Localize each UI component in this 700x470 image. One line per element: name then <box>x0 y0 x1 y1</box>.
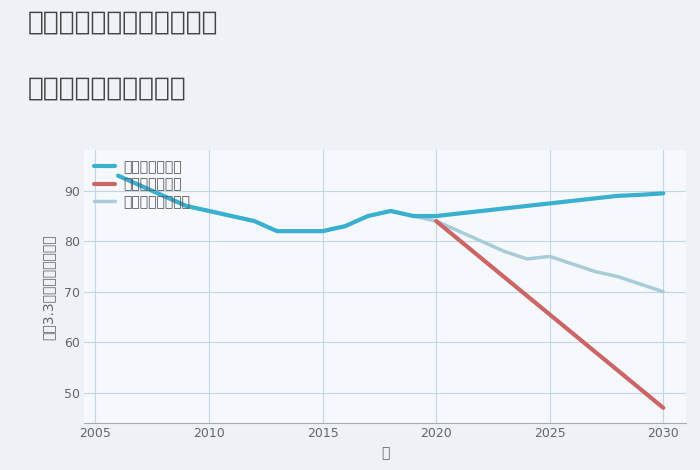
グッドシナリオ <box>250 218 258 224</box>
Line: バッドシナリオ: バッドシナリオ <box>436 221 664 408</box>
グッドシナリオ <box>160 193 168 199</box>
ノーマルシナリオ <box>204 208 213 214</box>
ノーマルシナリオ <box>477 238 486 244</box>
グッドシナリオ <box>523 203 531 209</box>
Y-axis label: 坪（3.3㎡）単価（万円）: 坪（3.3㎡）単価（万円） <box>41 234 55 339</box>
ノーマルシナリオ <box>568 261 577 267</box>
ノーマルシナリオ <box>432 218 440 224</box>
X-axis label: 年: 年 <box>381 446 389 460</box>
グッドシナリオ <box>410 213 418 219</box>
グッドシナリオ <box>477 208 486 214</box>
バッドシナリオ <box>432 218 440 224</box>
Legend: グッドシナリオ, バッドシナリオ, ノーマルシナリオ: グッドシナリオ, バッドシナリオ, ノーマルシナリオ <box>91 157 192 212</box>
ノーマルシナリオ <box>295 228 304 234</box>
グッドシナリオ <box>364 213 372 219</box>
グッドシナリオ <box>659 190 668 196</box>
ノーマルシナリオ <box>160 193 168 199</box>
ノーマルシナリオ <box>318 228 327 234</box>
グッドシナリオ <box>636 192 645 198</box>
グッドシナリオ <box>614 193 622 199</box>
ノーマルシナリオ <box>523 256 531 262</box>
Line: グッドシナリオ: グッドシナリオ <box>118 176 664 231</box>
ノーマルシナリオ <box>636 282 645 287</box>
グッドシナリオ <box>136 183 145 188</box>
ノーマルシナリオ <box>228 213 236 219</box>
グッドシナリオ <box>454 211 463 216</box>
グッドシナリオ <box>318 228 327 234</box>
ノーマルシナリオ <box>386 208 395 214</box>
グッドシナリオ <box>386 208 395 214</box>
グッドシナリオ <box>341 223 349 229</box>
ノーマルシナリオ <box>500 249 508 254</box>
グッドシナリオ <box>114 173 122 179</box>
ノーマルシナリオ <box>114 173 122 179</box>
ノーマルシナリオ <box>136 183 145 188</box>
グッドシナリオ <box>545 201 554 206</box>
ノーマルシナリオ <box>182 203 190 209</box>
ノーマルシナリオ <box>250 218 258 224</box>
Text: 中古戸建ての価格推移: 中古戸建ての価格推移 <box>28 75 187 101</box>
グッドシナリオ <box>182 203 190 209</box>
Line: ノーマルシナリオ: ノーマルシナリオ <box>118 176 664 292</box>
グッドシナリオ <box>432 213 440 219</box>
ノーマルシナリオ <box>364 213 372 219</box>
バッドシナリオ <box>659 405 668 411</box>
ノーマルシナリオ <box>410 213 418 219</box>
ノーマルシナリオ <box>341 223 349 229</box>
ノーマルシナリオ <box>591 269 599 274</box>
ノーマルシナリオ <box>659 289 668 295</box>
グッドシナリオ <box>591 196 599 201</box>
グッドシナリオ <box>204 208 213 214</box>
ノーマルシナリオ <box>454 228 463 234</box>
グッドシナリオ <box>500 206 508 212</box>
グッドシナリオ <box>273 228 281 234</box>
グッドシナリオ <box>568 198 577 204</box>
Text: 大阪府東大阪市新家東町の: 大阪府東大阪市新家東町の <box>28 9 218 35</box>
グッドシナリオ <box>295 228 304 234</box>
ノーマルシナリオ <box>545 254 554 259</box>
グッドシナリオ <box>228 213 236 219</box>
ノーマルシナリオ <box>273 228 281 234</box>
ノーマルシナリオ <box>614 274 622 280</box>
